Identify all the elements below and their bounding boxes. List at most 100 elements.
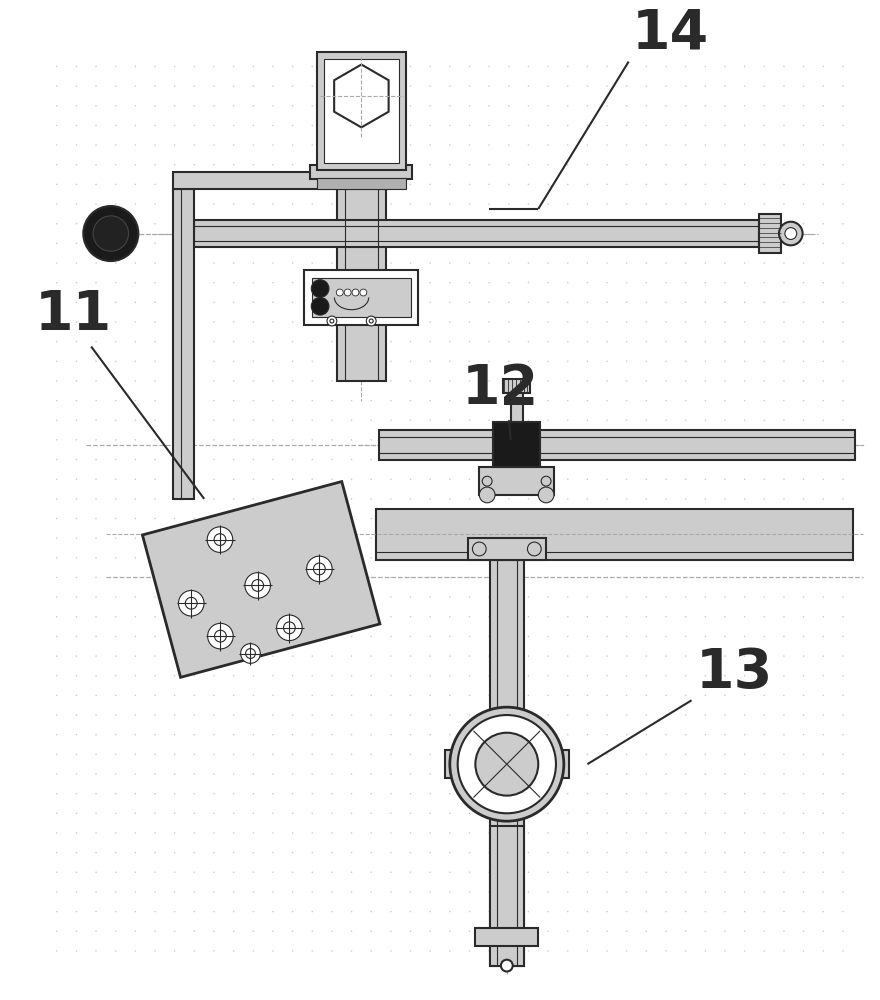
Circle shape [744,105,745,107]
Circle shape [488,734,490,735]
Circle shape [410,341,411,342]
Circle shape [469,832,470,834]
Circle shape [547,793,549,794]
Circle shape [154,302,156,303]
Circle shape [410,930,411,932]
Circle shape [449,66,451,67]
Circle shape [764,282,765,283]
Circle shape [626,813,627,814]
Circle shape [764,871,765,873]
Circle shape [528,144,529,146]
Circle shape [724,144,726,146]
Circle shape [292,360,293,362]
Circle shape [410,871,411,873]
Circle shape [194,793,195,794]
Circle shape [508,478,510,480]
Circle shape [469,891,470,893]
Circle shape [174,714,175,716]
Circle shape [842,125,844,126]
Circle shape [646,203,647,205]
Circle shape [331,891,333,893]
Circle shape [803,125,804,126]
Circle shape [842,596,844,598]
Circle shape [154,321,156,323]
Circle shape [76,852,77,853]
Circle shape [410,734,411,735]
Circle shape [272,66,274,67]
Circle shape [95,321,97,323]
Circle shape [56,911,57,912]
Circle shape [292,66,293,67]
Circle shape [547,400,549,401]
Bar [312,278,411,317]
Circle shape [783,498,785,500]
Circle shape [665,891,667,893]
Circle shape [312,341,313,342]
Circle shape [272,596,274,598]
Circle shape [95,125,97,126]
Circle shape [567,380,568,382]
Circle shape [823,105,824,107]
Circle shape [370,891,372,893]
Circle shape [665,144,667,146]
Circle shape [626,203,627,205]
Circle shape [488,203,490,205]
Circle shape [93,216,128,251]
Circle shape [351,85,352,87]
Circle shape [646,871,647,873]
Circle shape [410,695,411,696]
Circle shape [528,341,529,342]
Bar [324,59,399,163]
Circle shape [803,302,804,303]
Circle shape [480,487,495,503]
Circle shape [95,164,97,166]
Circle shape [528,282,529,283]
Circle shape [410,478,411,480]
Circle shape [390,262,392,264]
Circle shape [115,125,116,126]
Circle shape [783,714,785,716]
Circle shape [292,302,293,303]
Circle shape [95,871,97,873]
Circle shape [488,360,490,362]
Circle shape [410,950,411,952]
Circle shape [429,518,431,519]
Circle shape [410,616,411,618]
Circle shape [547,498,549,500]
Circle shape [528,714,529,716]
Circle shape [567,518,568,519]
Circle shape [429,262,431,264]
Circle shape [508,282,510,283]
Circle shape [272,675,274,677]
Circle shape [56,793,57,794]
Circle shape [213,813,215,814]
Circle shape [56,66,57,67]
Circle shape [626,754,627,755]
Circle shape [606,105,608,107]
Circle shape [154,419,156,421]
Circle shape [567,341,568,342]
Circle shape [705,871,706,873]
Circle shape [587,419,588,421]
Circle shape [449,203,451,205]
Circle shape [213,144,215,146]
Circle shape [606,675,608,677]
Circle shape [488,184,490,185]
Circle shape [370,557,372,559]
Circle shape [783,243,785,244]
Circle shape [567,832,568,834]
Circle shape [312,105,313,107]
Circle shape [351,439,352,441]
Circle shape [724,577,726,578]
Circle shape [764,203,765,205]
Circle shape [331,754,333,755]
Circle shape [213,596,215,598]
Circle shape [410,66,411,67]
Circle shape [803,66,804,67]
Circle shape [312,184,313,185]
Circle shape [312,832,313,834]
Circle shape [174,262,175,264]
Circle shape [547,439,549,441]
Circle shape [567,243,568,244]
Circle shape [724,380,726,382]
